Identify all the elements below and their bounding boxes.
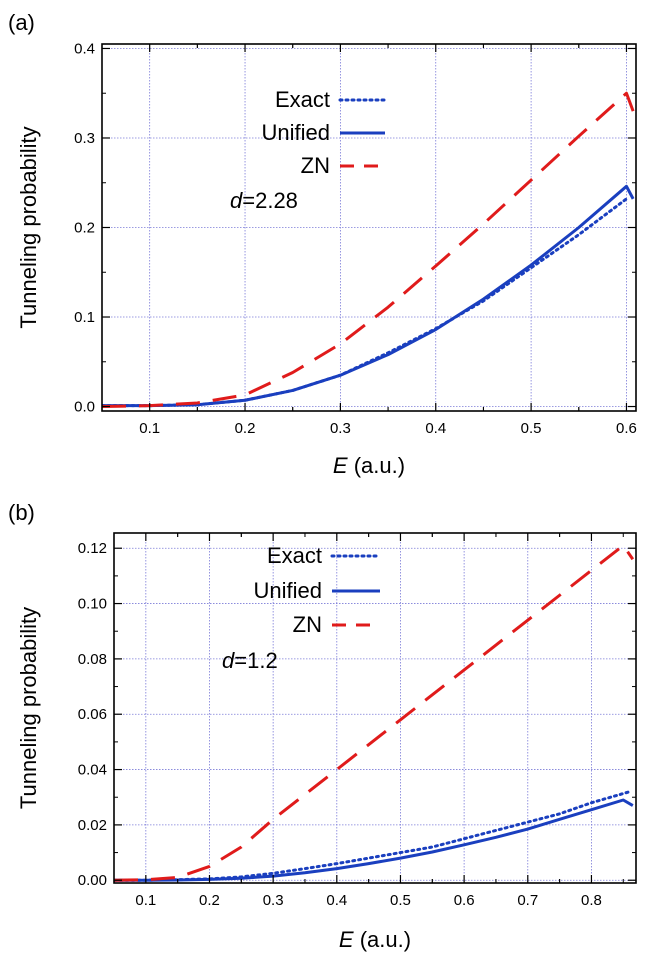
x-axis-label-symbol: E	[339, 927, 354, 952]
x-tick-label: 0.6	[616, 420, 637, 437]
y-tick-label: 0.3	[74, 130, 95, 147]
annotation-d-value: d=2.28	[230, 188, 298, 213]
annotation-symbol: d	[230, 188, 243, 213]
x-tick-label: 0.6	[454, 892, 475, 909]
x-tick-label: 0.1	[139, 420, 160, 437]
y-axis-label: Tunneling probability	[16, 607, 41, 809]
y-tick-label: 0.2	[74, 220, 95, 237]
x-tick-label: 0.1	[135, 892, 156, 909]
series-group	[102, 91, 635, 409]
x-axis-label-unit: (a.u.)	[348, 453, 405, 478]
annotation-value: =1.2	[234, 648, 277, 673]
y-tick-label: 0.02	[78, 817, 107, 834]
x-axis-label-symbol: E	[333, 453, 348, 478]
legend-label-unified: Unified	[254, 578, 322, 603]
chart-panel-2: 0.1 0.2 0.3 0.4 0.5 0.6 0.7 0.8 0.00 0.02 0.04 0.06…	[8, 500, 637, 952]
annotation-d-value: d=1.2	[222, 648, 278, 673]
x-tick-label: 0.5	[390, 892, 411, 909]
y-tick-label: 0.1	[74, 309, 95, 326]
series-line-unified	[114, 798, 634, 882]
legend: Exact Unified ZN d=1.2	[222, 543, 382, 673]
y-tick-label: 0.06	[78, 706, 107, 723]
y-tick-label: 0.00	[78, 872, 107, 889]
y-axis-label: Tunneling probability	[16, 126, 41, 328]
series-line-exact	[114, 790, 632, 882]
series-line-unified	[102, 184, 635, 408]
x-axis-label: E (a.u.)	[333, 453, 405, 478]
series-line-zn	[102, 91, 635, 409]
series-line-zn	[114, 543, 635, 882]
panel-label: (a)	[8, 10, 35, 35]
annotation-value: =2.28	[242, 188, 298, 213]
y-tick-label: 0.04	[78, 762, 107, 779]
y-tick-label: 0.0	[74, 399, 95, 416]
chart-panel-1: 0.1 0.2 0.3 0.4 0.5 0.6 0.0 0.1 0.2 0.3 0.4 E (a.u.…	[8, 10, 637, 478]
x-tick-label: 0.3	[330, 420, 351, 437]
x-tick-label: 0.5	[521, 420, 542, 437]
annotation-symbol: d	[222, 648, 235, 673]
x-tick-label: 0.2	[235, 420, 256, 437]
series-line-exact	[102, 197, 628, 408]
legend-label-zn: ZN	[301, 153, 330, 178]
legend-label-exact: Exact	[267, 543, 322, 568]
panel-label: (b)	[8, 500, 35, 525]
x-tick-label: 0.4	[425, 420, 446, 437]
plot-frame	[113, 532, 637, 884]
y-tick-label: 0.4	[74, 40, 95, 57]
y-tick-label: 0.12	[78, 540, 107, 557]
x-tick-label: 0.4	[326, 892, 347, 909]
y-tick-label: 0.10	[78, 596, 107, 613]
legend-label-unified: Unified	[262, 120, 330, 145]
legend-label-exact: Exact	[275, 87, 330, 112]
x-tick-label: 0.7	[517, 892, 538, 909]
x-tick-label: 0.2	[199, 892, 220, 909]
series-group	[114, 543, 635, 882]
x-tick-label: 0.8	[581, 892, 602, 909]
y-tick-label: 0.08	[78, 651, 107, 668]
x-axis-label-unit: (a.u.)	[354, 927, 411, 952]
x-tick-label: 0.3	[263, 892, 284, 909]
x-axis-label: E (a.u.)	[339, 927, 411, 952]
legend-label-zn: ZN	[293, 612, 322, 637]
